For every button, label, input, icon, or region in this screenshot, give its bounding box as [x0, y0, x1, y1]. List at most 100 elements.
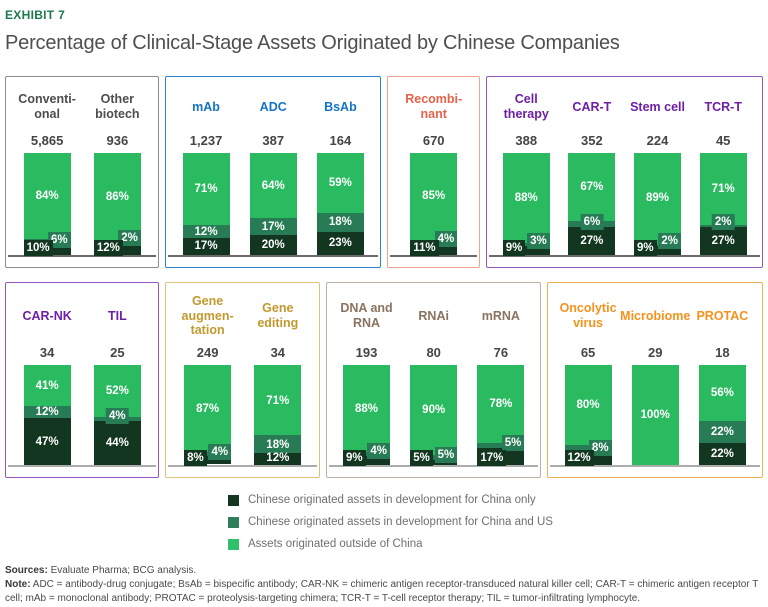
stacked-bar: 56% 22% 22% — [698, 365, 746, 465]
asset-count: 18 — [715, 345, 730, 360]
segment-label-outside-china: 56% — [710, 387, 734, 399]
segment-label-outside-china: 80% — [576, 399, 600, 411]
column-header: Recombi- nant — [405, 92, 463, 121]
segment-label-china-and-us: 6% — [47, 231, 71, 248]
segment-china-only — [254, 453, 302, 465]
bar-column: PROTAC 18 56% 22% 22% — [689, 289, 756, 465]
segment-outside-china — [184, 365, 232, 452]
stacked-bar: 84% 6% 10% — [23, 153, 71, 256]
segment-label-china-only: 9% — [502, 240, 526, 256]
stacked-bar: 86% 2% 12% — [93, 153, 141, 256]
segment-label-outside-china: 89% — [646, 192, 670, 205]
bar-column: BsAb 164 59% 18% 23% — [307, 83, 374, 255]
stacked-bar: 100% — [631, 365, 679, 465]
segment-label-china-and-us: 5% — [501, 435, 525, 451]
asset-count: 670 — [422, 133, 445, 148]
segment-china-only — [410, 460, 458, 465]
legend-swatch-outside-china — [228, 538, 239, 550]
bar-column: Other biotech 936 86% 2% 12% — [82, 83, 152, 256]
bar-column: CAR-T 352 67% 6% 27% — [559, 83, 625, 255]
segment-china-and-us — [502, 242, 550, 246]
asset-count: 34 — [270, 345, 286, 360]
bar-column: ADC 387 64% 17% 20% — [240, 83, 307, 255]
segment-label-china-and-us: 4% — [208, 444, 232, 460]
group-columns: Gene augmen- tation 249 87% 4% 8% Gene editin… — [172, 289, 312, 466]
segment-china-only — [316, 231, 364, 255]
stacked-bar: 67% 6% 27% — [568, 153, 616, 255]
group-columns: Cell therapy 388 88% 3% 9% CAR-T 352 67% 6% 27% St… — [493, 83, 756, 256]
segment-label-china-only: 12% — [266, 452, 290, 464]
group-other-modalities: Oncolytic virus 65 80% 8% 12% Microbiome 29 100… — [547, 282, 763, 478]
segment-china-and-us — [477, 443, 525, 448]
segment-label-china-and-us: 3% — [527, 232, 550, 249]
segment-china-and-us — [182, 225, 230, 238]
segment-label-outside-china: 67% — [580, 181, 604, 194]
bar-column: Gene augmen- tation 249 87% 4% 8% — [172, 289, 242, 466]
axis-baseline — [390, 255, 478, 267]
bar-column: TIL 25 52% 4% 44% — [82, 289, 152, 465]
group-gene-therapy: Gene augmen- tation 249 87% 4% 8% Gene editin… — [165, 282, 320, 478]
segment-label-china-and-us: 6% — [580, 214, 604, 231]
sources-label: Sources: — [5, 565, 48, 576]
stacked-bar: 90% 5% 5% — [410, 365, 458, 466]
asset-count: 25 — [110, 345, 125, 360]
segment-label-china-only: 9% — [343, 450, 366, 466]
segment-label-china-and-us: 4% — [367, 443, 391, 459]
segment-label-china-and-us: 18% — [328, 216, 352, 229]
segment-china-only — [634, 245, 682, 255]
segment-label-china-only: 5% — [410, 450, 433, 466]
asset-count: 5,865 — [30, 133, 64, 148]
column-header: Stem cell — [630, 99, 685, 114]
chart-row-1: Conventi- onal 5,865 84% 6% 10% Other biotech… — [5, 76, 763, 268]
bar-column: mAb 1,237 71% 12% 17% — [172, 83, 239, 255]
stacked-bar: 59% 18% 23% — [316, 153, 364, 255]
column-header: Other biotech — [95, 92, 140, 121]
legend-label: Chinese originated assets in development… — [248, 494, 536, 506]
segment-china-and-us — [343, 452, 391, 457]
segment-label-outside-china: 88% — [514, 191, 538, 204]
segment-outside-china — [699, 153, 747, 226]
segment-china-only — [93, 421, 141, 465]
segment-china-only — [698, 443, 746, 465]
column-header: PROTAC — [696, 308, 749, 323]
legend-item-china-only: Chinese originated assets in development… — [228, 489, 763, 511]
asset-count: 76 — [493, 345, 509, 360]
column-header: DNA and RNA — [340, 301, 393, 330]
footer: Sources: Evaluate Pharma; BCG analysis. … — [5, 564, 763, 607]
column-header: BsAb — [324, 99, 357, 114]
legend-label: Assets originated outside of China — [248, 538, 423, 550]
segment-outside-china — [249, 153, 297, 218]
asset-count: 249 — [196, 345, 219, 360]
column-header: RNAi — [418, 308, 449, 323]
segment-label-outside-china: 71% — [711, 183, 735, 196]
segment-label-outside-china: 52% — [105, 385, 129, 397]
segment-label-outside-china: 78% — [489, 398, 513, 410]
segment-label-china-only: 11% — [410, 240, 439, 256]
asset-count: 936 — [106, 133, 129, 148]
segment-china-only — [502, 245, 550, 255]
axis-baseline — [550, 465, 760, 477]
segment-china-only — [699, 227, 747, 255]
segment-label-outside-china: 59% — [328, 177, 352, 190]
group-columns: Conventi- onal 5,865 84% 6% 10% Other biotech… — [12, 83, 152, 256]
column-header: ADC — [259, 99, 287, 114]
segment-outside-china — [568, 153, 616, 222]
segment-china-and-us — [698, 421, 746, 443]
note-text: ADC = antibody-drug conjugate; BsAb = bi… — [5, 579, 759, 605]
segment-china-and-us — [564, 445, 612, 453]
segment-outside-china — [410, 153, 458, 240]
stacked-bar: 64% 17% 20% — [249, 153, 297, 255]
segment-label-china-only: 47% — [35, 435, 59, 448]
stacked-bar: 88% 4% 9% — [343, 365, 391, 466]
segment-label-china-only: 20% — [261, 238, 285, 251]
segment-outside-china — [477, 365, 525, 443]
segment-china-only — [249, 234, 297, 255]
asset-count: 388 — [515, 133, 538, 148]
segment-china-only — [568, 227, 616, 255]
column-header: Conventi- onal — [18, 92, 76, 121]
column-header: CAR-T — [572, 99, 612, 114]
group-columns: CAR-NK 34 41% 12% 47% TIL 25 52% 4% 44% — [12, 289, 152, 465]
segment-label-china-and-us: 2% — [711, 214, 735, 231]
segment-label-china-and-us: 2% — [118, 229, 141, 246]
group-columns: mAb 1,237 71% 12% 17% ADC 387 64% 17% 20% BsAb 164 5… — [172, 83, 374, 255]
